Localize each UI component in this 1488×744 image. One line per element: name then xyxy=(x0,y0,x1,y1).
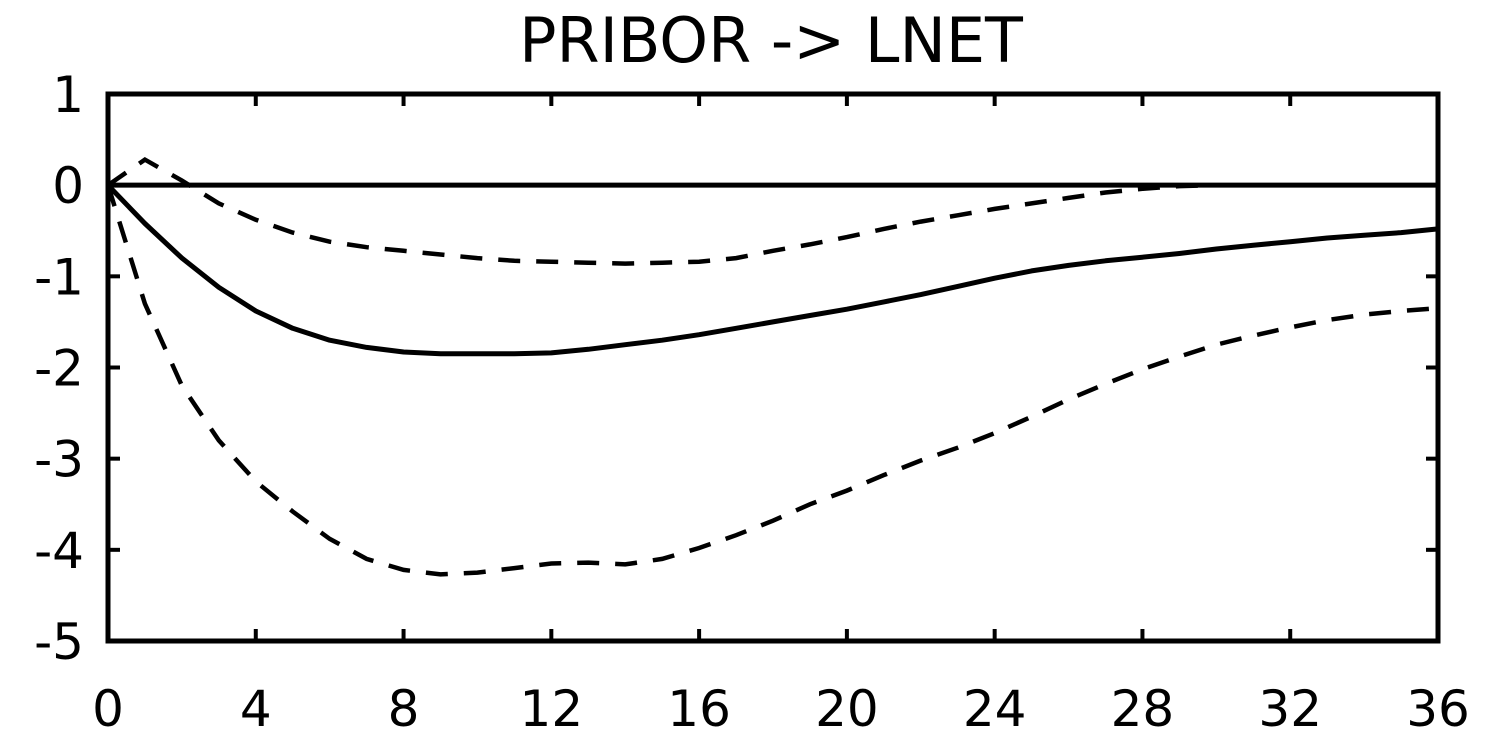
x-axis: 0 4 8 12 16 20 24 28 32 36 xyxy=(92,94,1470,738)
lower-band-line xyxy=(105,184,1439,577)
y-tick-label: -3 xyxy=(34,431,84,489)
x-tick-label: 32 xyxy=(1258,680,1322,738)
y-tick-label: 0 xyxy=(52,157,84,215)
y-tick-label: 1 xyxy=(52,66,84,124)
y-tick-label: -2 xyxy=(34,340,84,398)
y-tick-label: -1 xyxy=(34,248,84,306)
series-layer xyxy=(105,156,1439,577)
x-tick-label: 36 xyxy=(1406,680,1470,738)
x-tick-label: 0 xyxy=(92,680,124,738)
x-tick-label: 12 xyxy=(520,680,584,738)
x-tick-label: 20 xyxy=(815,680,879,738)
y-tick-label: -4 xyxy=(34,522,84,580)
plot-frame xyxy=(105,91,1441,644)
impulse-response-line xyxy=(106,183,1439,357)
x-tick-label: 24 xyxy=(963,680,1027,738)
chart-title: PRIBOR -> LNET xyxy=(519,4,1024,77)
y-tick-label: -5 xyxy=(34,613,84,671)
y-axis: 1 0 -1 -2 -3 -4 -5 xyxy=(34,66,1438,671)
x-tick-label: 8 xyxy=(388,680,420,738)
x-tick-label: 16 xyxy=(667,680,731,738)
x-tick-label: 4 xyxy=(240,680,272,738)
upper-band-line xyxy=(106,156,1217,266)
x-tick-label: 28 xyxy=(1111,680,1175,738)
